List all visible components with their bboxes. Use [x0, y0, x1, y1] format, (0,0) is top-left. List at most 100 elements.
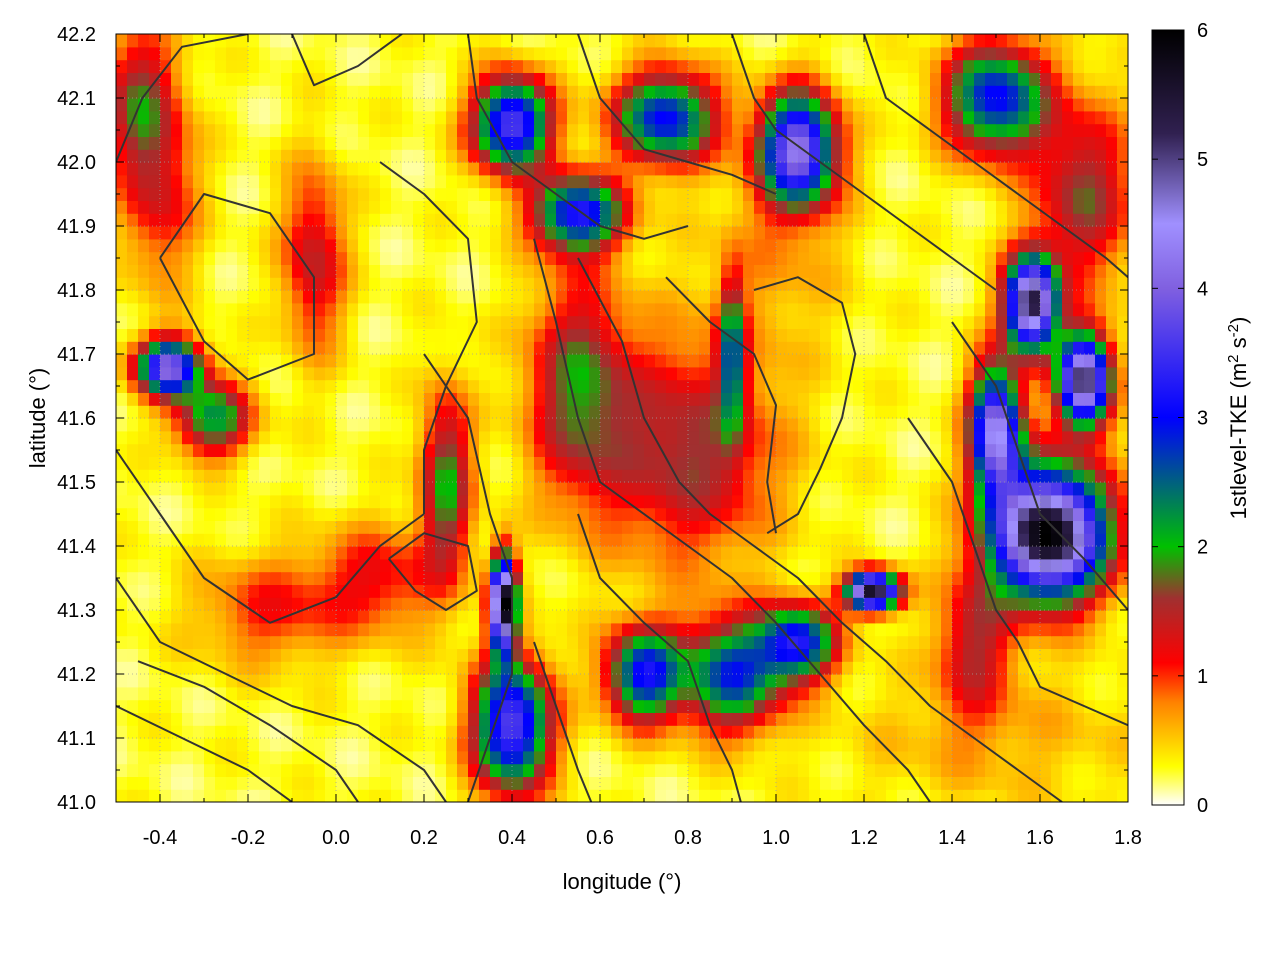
heatmap-cell	[1095, 162, 1107, 176]
heatmap-cell	[589, 443, 601, 457]
heatmap-cell	[380, 635, 392, 649]
heatmap-cell	[710, 264, 722, 278]
heatmap-cell	[215, 366, 227, 381]
heatmap-cell	[314, 507, 326, 521]
heatmap-cell	[743, 686, 755, 701]
heatmap-cell	[248, 699, 260, 713]
heatmap-cell	[820, 635, 832, 649]
heatmap-cell	[512, 674, 524, 688]
heatmap-cell	[248, 187, 260, 201]
heatmap-cell	[710, 302, 722, 317]
heatmap-cell	[633, 469, 645, 483]
heatmap-cell	[919, 174, 931, 189]
heatmap-cell	[600, 622, 612, 637]
heatmap-cell	[523, 725, 535, 739]
heatmap-cell	[787, 162, 799, 176]
heatmap-cell	[358, 674, 370, 688]
heatmap-cell	[1095, 136, 1107, 150]
heatmap-cell	[655, 418, 667, 432]
heatmap-cell	[171, 98, 183, 112]
heatmap-cell	[523, 482, 535, 496]
heatmap-cell	[600, 110, 612, 125]
heatmap-cell	[413, 674, 425, 688]
heatmap-cell	[589, 750, 601, 765]
heatmap-cell	[1106, 405, 1118, 419]
heatmap-cell	[248, 482, 260, 496]
heatmap-cell	[556, 174, 568, 189]
heatmap-cell	[248, 456, 260, 470]
heatmap-cell	[831, 174, 843, 189]
heatmap-cell	[974, 290, 986, 304]
heatmap-cell	[204, 507, 216, 521]
heatmap-cell	[369, 725, 381, 739]
heatmap-cell	[501, 354, 513, 368]
heatmap-cell	[996, 469, 1008, 483]
heatmap-cell	[479, 507, 491, 521]
heatmap-cell	[336, 750, 348, 765]
heatmap-cell	[314, 98, 326, 112]
heatmap-cell	[413, 174, 425, 189]
heatmap-cell	[281, 264, 293, 278]
heatmap-cell	[116, 635, 128, 649]
heatmap-cell	[897, 763, 909, 777]
heatmap-cell	[204, 226, 216, 240]
heatmap-cell	[820, 123, 832, 137]
heatmap-cell	[116, 776, 128, 790]
heatmap-cell	[820, 789, 832, 802]
heatmap-cell	[886, 494, 898, 509]
heatmap-cell	[1084, 123, 1096, 137]
heatmap-cell	[842, 418, 854, 432]
heatmap-cell	[721, 738, 733, 752]
heatmap-cell	[798, 405, 810, 419]
heatmap-cell	[391, 290, 403, 304]
heatmap-cell	[116, 507, 128, 521]
heatmap-cell	[523, 430, 535, 445]
heatmap-cell	[1117, 213, 1128, 227]
heatmap-cell	[1062, 290, 1074, 304]
heatmap-cell	[578, 750, 590, 765]
heatmap-cell	[963, 456, 975, 470]
heatmap-cell	[611, 328, 623, 342]
heatmap-cell	[523, 750, 535, 765]
heatmap-cell	[1117, 648, 1128, 662]
heatmap-cell	[391, 648, 403, 662]
heatmap-cell	[1051, 430, 1063, 445]
heatmap-cell	[237, 507, 249, 521]
heatmap-cell	[457, 546, 469, 560]
heatmap-cell	[820, 507, 832, 521]
heatmap-cell	[721, 661, 733, 675]
heatmap-cell	[226, 738, 238, 752]
heatmap-cell	[435, 443, 447, 457]
heatmap-cell	[589, 635, 601, 649]
heatmap-cell	[787, 520, 799, 534]
heatmap-cell	[1106, 354, 1118, 368]
heatmap-cell	[215, 686, 227, 701]
heatmap-cell	[1062, 187, 1074, 201]
heatmap-cell	[446, 469, 458, 483]
heatmap-cell	[644, 277, 656, 291]
heatmap-cell	[886, 622, 898, 637]
heatmap-cell	[424, 584, 436, 598]
heatmap-cell	[710, 648, 722, 662]
heatmap-cell	[1117, 738, 1128, 752]
heatmap-cell	[127, 789, 139, 802]
heatmap-cell	[897, 136, 909, 150]
heatmap-cell	[182, 366, 194, 381]
heatmap-cell	[567, 635, 579, 649]
heatmap-cell	[193, 315, 205, 329]
heatmap-cell	[699, 520, 711, 534]
heatmap-cell	[281, 750, 293, 765]
heatmap-cell	[424, 494, 436, 509]
heatmap-cell	[1106, 635, 1118, 649]
heatmap-cell	[545, 674, 557, 688]
heatmap-cell	[424, 430, 436, 445]
heatmap-cell	[864, 379, 876, 393]
heatmap-cell	[402, 763, 414, 777]
heatmap-cell	[226, 379, 238, 393]
heatmap-cell	[215, 584, 227, 598]
heatmap-cell	[996, 738, 1008, 752]
heatmap-cell	[468, 238, 480, 253]
heatmap-cell	[985, 674, 997, 688]
heatmap-cell	[677, 200, 689, 214]
heatmap-cell	[182, 738, 194, 752]
